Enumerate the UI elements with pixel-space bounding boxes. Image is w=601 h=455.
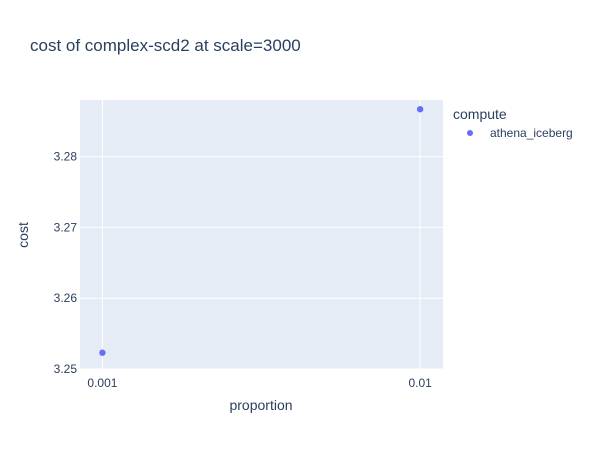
legend-item-athena-iceberg[interactable]: athena_iceberg bbox=[467, 126, 573, 140]
grid-lines bbox=[80, 100, 443, 370]
x-tick-label: 0.001 bbox=[87, 376, 117, 390]
y-axis-label: cost bbox=[15, 222, 31, 248]
y-tick-label: 3.25 bbox=[54, 362, 78, 376]
data-point-0-0[interactable] bbox=[99, 349, 106, 356]
legend-marker bbox=[467, 130, 473, 136]
plot-background bbox=[80, 100, 443, 369]
y-tick-label: 3.27 bbox=[54, 220, 78, 234]
data-point-0-1[interactable] bbox=[416, 106, 424, 113]
y-tick-label: 3.28 bbox=[54, 150, 78, 164]
legend-item-label: athena_iceberg bbox=[490, 126, 573, 140]
x-axis-label: proportion bbox=[229, 397, 292, 413]
legend: compute athena_iceberg bbox=[453, 106, 573, 140]
tick-labels: 0.001 0.01 3.25 3.26 3.27 3.28 bbox=[54, 150, 433, 390]
x-tick-label: 0.01 bbox=[408, 376, 432, 390]
data-points bbox=[99, 106, 424, 356]
chart-title: cost of complex-scd2 at scale=3000 bbox=[30, 36, 301, 55]
legend-title: compute bbox=[453, 106, 507, 122]
y-tick-label: 3.26 bbox=[54, 291, 78, 305]
